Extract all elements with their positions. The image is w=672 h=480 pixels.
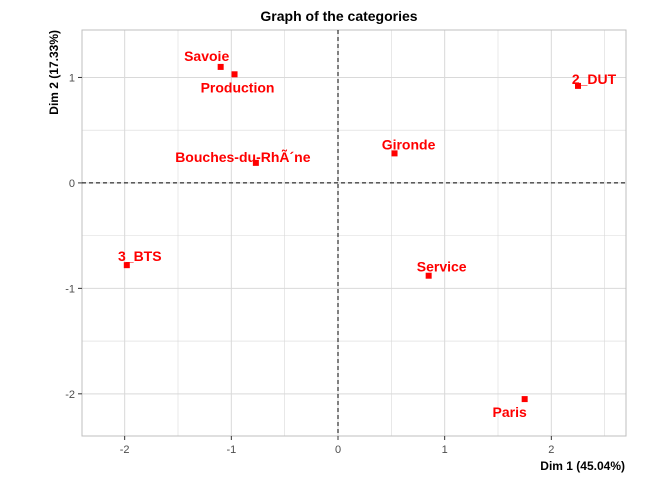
panel-border: [81, 29, 627, 437]
point-label: Production: [201, 79, 275, 95]
data-point: [575, 82, 581, 89]
x-tick-label: -2: [120, 444, 130, 456]
points: Savoie Production 2_DUT Gironde Bouches-du-R…: [118, 48, 617, 420]
x-tick-label: 2: [548, 444, 554, 456]
data-point: [231, 71, 238, 78]
y-tick-label: 0: [69, 178, 75, 190]
point-label: Savoie: [184, 48, 229, 64]
y-axis-title: Dim 2 (17.33%): [47, 30, 61, 115]
x-axis-title: Dim 1 (45.04%): [540, 459, 625, 473]
data-point: [217, 63, 224, 70]
y-tick-label: -1: [65, 283, 75, 295]
x-tick-label: 1: [442, 444, 448, 456]
data-point: [521, 396, 528, 403]
grid: [82, 30, 626, 436]
chart-title: Graph of the categories: [260, 8, 417, 24]
point-label: Paris: [493, 404, 527, 420]
reference-lines: [82, 30, 626, 436]
point-label: 3_BTS: [118, 248, 162, 264]
point-label: Service: [417, 259, 467, 275]
data-point: [123, 262, 130, 269]
y-tick-label: -2: [65, 389, 75, 401]
data-point: [391, 150, 398, 157]
data-point: [425, 272, 432, 279]
x-tick-label: 0: [335, 444, 341, 456]
point-label: Gironde: [382, 136, 436, 152]
x-tick-label: -1: [226, 444, 236, 456]
y-tick-label: 1: [69, 72, 75, 84]
point-label: 2_DUT: [572, 71, 617, 87]
point-label: Bouches-du-RhÃ´ne: [175, 148, 311, 165]
data-point: [252, 159, 259, 166]
axis-ticks: -2 -1 0 1 2 -2 -1 0 1: [65, 72, 554, 456]
